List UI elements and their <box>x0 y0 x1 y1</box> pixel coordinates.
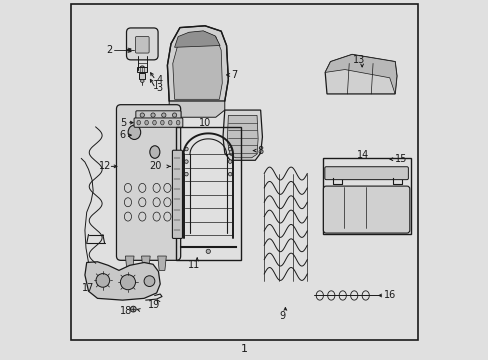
FancyBboxPatch shape <box>135 37 149 53</box>
FancyBboxPatch shape <box>134 118 183 127</box>
Text: 8: 8 <box>257 145 263 156</box>
Ellipse shape <box>128 125 141 139</box>
Polygon shape <box>325 54 396 94</box>
Ellipse shape <box>184 160 188 163</box>
Polygon shape <box>158 256 166 270</box>
Polygon shape <box>227 116 258 158</box>
Text: 16: 16 <box>384 291 396 301</box>
Ellipse shape <box>149 146 160 158</box>
Text: 4: 4 <box>156 75 162 85</box>
Ellipse shape <box>206 249 210 253</box>
Ellipse shape <box>144 276 155 287</box>
Bar <box>139 73 145 78</box>
Polygon shape <box>142 256 150 270</box>
Polygon shape <box>167 26 228 101</box>
Ellipse shape <box>228 172 231 176</box>
Polygon shape <box>172 31 222 99</box>
Polygon shape <box>223 110 262 160</box>
Ellipse shape <box>184 172 188 176</box>
Ellipse shape <box>152 120 156 125</box>
Text: 20: 20 <box>149 161 161 171</box>
Polygon shape <box>325 54 396 94</box>
Ellipse shape <box>176 120 180 125</box>
Ellipse shape <box>168 120 172 125</box>
Ellipse shape <box>160 120 164 125</box>
Ellipse shape <box>130 306 136 312</box>
FancyBboxPatch shape <box>172 150 182 238</box>
Text: 14: 14 <box>356 150 368 160</box>
Text: 9: 9 <box>279 311 285 320</box>
Ellipse shape <box>140 80 144 82</box>
Text: 12: 12 <box>99 161 111 171</box>
Text: 10: 10 <box>198 118 210 128</box>
Text: 15: 15 <box>394 154 407 164</box>
Bar <box>175 127 241 260</box>
Bar <box>137 67 147 72</box>
Text: 19: 19 <box>147 300 160 310</box>
Ellipse shape <box>96 274 109 287</box>
Text: 17: 17 <box>81 283 94 293</box>
Ellipse shape <box>228 160 231 163</box>
Text: 13: 13 <box>352 54 365 64</box>
Text: 2: 2 <box>106 45 112 55</box>
FancyBboxPatch shape <box>323 186 409 233</box>
Ellipse shape <box>137 120 140 125</box>
Polygon shape <box>125 256 134 270</box>
Ellipse shape <box>151 113 155 117</box>
Polygon shape <box>174 31 220 47</box>
Bar <box>322 158 410 234</box>
FancyBboxPatch shape <box>324 167 407 180</box>
Text: 6: 6 <box>120 130 125 140</box>
Polygon shape <box>169 101 224 117</box>
Text: 3: 3 <box>156 83 162 93</box>
Ellipse shape <box>162 113 165 117</box>
Ellipse shape <box>120 275 135 290</box>
Polygon shape <box>85 262 160 300</box>
FancyBboxPatch shape <box>116 105 180 260</box>
Text: 18: 18 <box>120 306 132 316</box>
Ellipse shape <box>228 147 231 151</box>
Text: 1: 1 <box>241 344 247 354</box>
Ellipse shape <box>140 113 144 117</box>
Ellipse shape <box>172 113 176 117</box>
FancyBboxPatch shape <box>136 111 181 120</box>
Ellipse shape <box>184 147 188 151</box>
Text: 11: 11 <box>188 260 200 270</box>
FancyBboxPatch shape <box>126 28 158 60</box>
Ellipse shape <box>140 66 144 69</box>
Text: 7: 7 <box>231 70 237 80</box>
Ellipse shape <box>144 120 148 125</box>
Text: 5: 5 <box>120 118 126 128</box>
